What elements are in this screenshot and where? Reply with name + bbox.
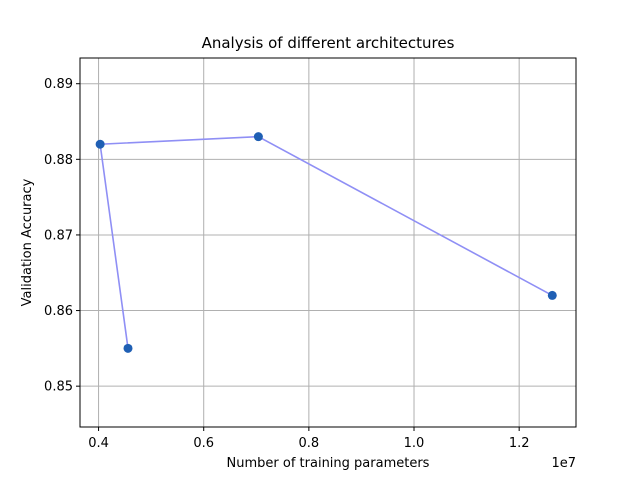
- y-tick-label: 0.86: [44, 304, 73, 319]
- data-point: [547, 290, 557, 300]
- y-tick-label: 0.89: [44, 77, 73, 92]
- data-point: [95, 139, 105, 149]
- data-point: [123, 343, 133, 353]
- data-point: [253, 132, 263, 142]
- series-line: [99, 135, 553, 349]
- axis-ticks: 0.4 0.6 0.8 1.0 1.2 0.85 0.86 0.87 0.88 0.89: [44, 77, 529, 451]
- x-tick-label: 0.4: [88, 436, 109, 451]
- y-tick-label: 0.85: [44, 380, 73, 395]
- y-axis-label: Validation Accuracy: [20, 178, 35, 306]
- x-axis-offset-label: 1e7: [551, 456, 576, 471]
- grid-lines: [80, 58, 576, 427]
- plot-frame: [79, 57, 577, 428]
- y-tick-label: 0.88: [44, 153, 73, 168]
- data-series: [95, 132, 557, 353]
- x-tick-label: 1.0: [404, 436, 425, 451]
- x-tick-label: 1.2: [509, 436, 530, 451]
- chart-title: Analysis of different architectures: [202, 34, 455, 52]
- x-tick-label: 0.6: [193, 436, 214, 451]
- x-tick-label: 0.8: [299, 436, 320, 451]
- x-axis-label: Number of training parameters: [227, 456, 430, 471]
- y-tick-label: 0.87: [44, 228, 73, 243]
